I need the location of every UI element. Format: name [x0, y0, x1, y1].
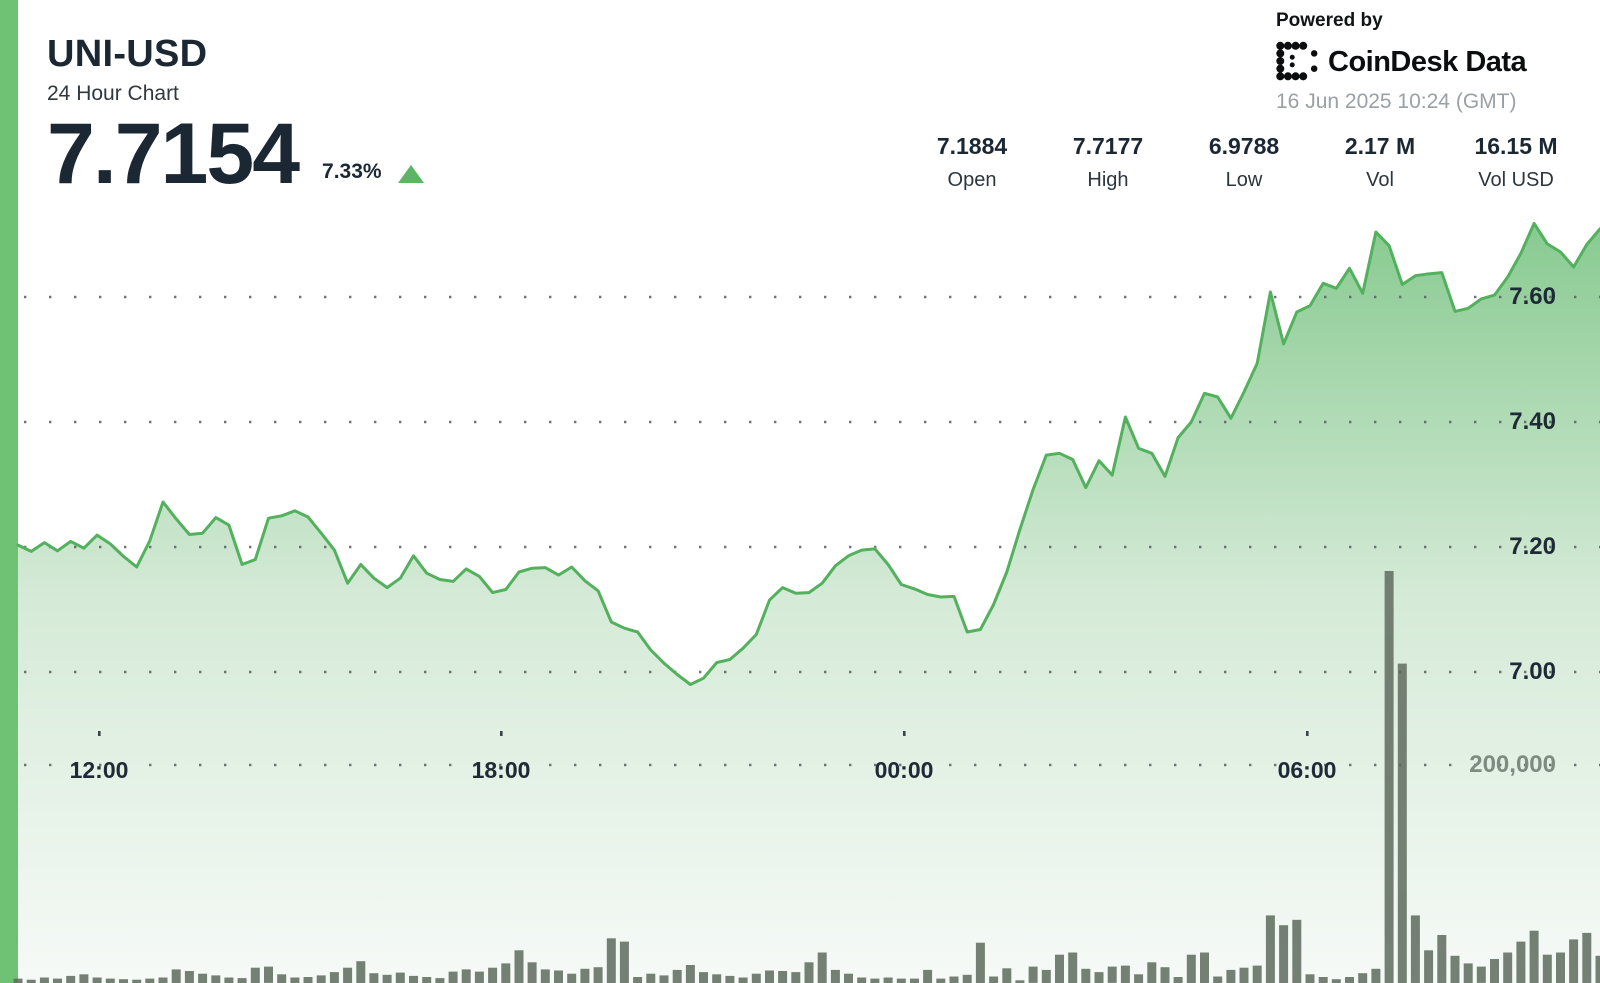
volume-axis-label: 200,000	[1469, 751, 1556, 778]
stat-high: 7.7177 High	[1040, 133, 1176, 192]
chart-header: UNI-USD 24 Hour Chart 7.7154 7.33%	[47, 33, 424, 202]
chart-timestamp: 16 Jun 2025 10:24 (GMT)	[1276, 90, 1517, 113]
high-value: 7.7177	[1072, 133, 1144, 159]
symbol-title: UNI-USD	[47, 33, 208, 75]
vol-label: Vol	[1366, 169, 1394, 191]
price-area-fill	[18, 223, 1600, 983]
left-accent-bar	[0, 0, 18, 983]
time-axis-label: 00:00	[874, 757, 934, 783]
time-axis-label: 12:00	[69, 757, 129, 783]
volume-bars	[13, 571, 1600, 983]
high-label: High	[1087, 169, 1129, 191]
x-tick	[500, 731, 503, 736]
stats-row: 7.1884 Open 7.7177 High 6.9788 Low 2.17 …	[904, 133, 1584, 192]
stat-low: 6.9788 Low	[1176, 133, 1312, 192]
change-percent: 7.33%	[322, 160, 382, 184]
x-tick	[903, 731, 906, 736]
price-axis-label: 7.00	[1509, 658, 1556, 685]
price-axis-label: 7.40	[1509, 408, 1556, 435]
powered-by-label: Powered by	[1276, 10, 1383, 31]
stat-vol-usd: 16.15 M Vol USD	[1448, 133, 1584, 192]
time-axis-label: 18:00	[471, 757, 531, 783]
stat-vol: 2.17 M Vol	[1312, 133, 1448, 192]
open-label: Open	[947, 169, 997, 191]
price-axis-label: 7.20	[1509, 533, 1556, 560]
up-triangle-icon	[397, 165, 424, 184]
vol-value: 2.17 M	[1344, 133, 1416, 159]
coindesk-data-brand[interactable]: CoinDesk Data	[1328, 45, 1527, 78]
low-value: 6.9788	[1208, 133, 1280, 159]
low-label: Low	[1225, 169, 1263, 191]
time-axis-label: 06:00	[1277, 757, 1337, 783]
stat-open: 7.1884 Open	[904, 133, 1040, 192]
vol-usd-label: Vol USD	[1478, 169, 1554, 191]
chart-subtitle: 24 Hour Chart	[47, 81, 179, 105]
x-tick	[98, 731, 101, 736]
coindesk-logo-icon	[1276, 41, 1318, 81]
vol-usd-value: 16.15 M	[1474, 133, 1558, 159]
open-value: 7.1884	[936, 133, 1008, 159]
price-axis-label: 7.60	[1509, 283, 1556, 310]
current-price: 7.7154	[47, 105, 300, 202]
powered-by-block: Powered by CoinDesk Data 16 Jun 2025 10:…	[1276, 10, 1527, 114]
price-row: 7.7154 7.33%	[47, 105, 424, 202]
x-tick	[1306, 731, 1309, 736]
price-line	[16, 221, 1600, 686]
brand-row[interactable]: CoinDesk Data	[1276, 41, 1527, 83]
